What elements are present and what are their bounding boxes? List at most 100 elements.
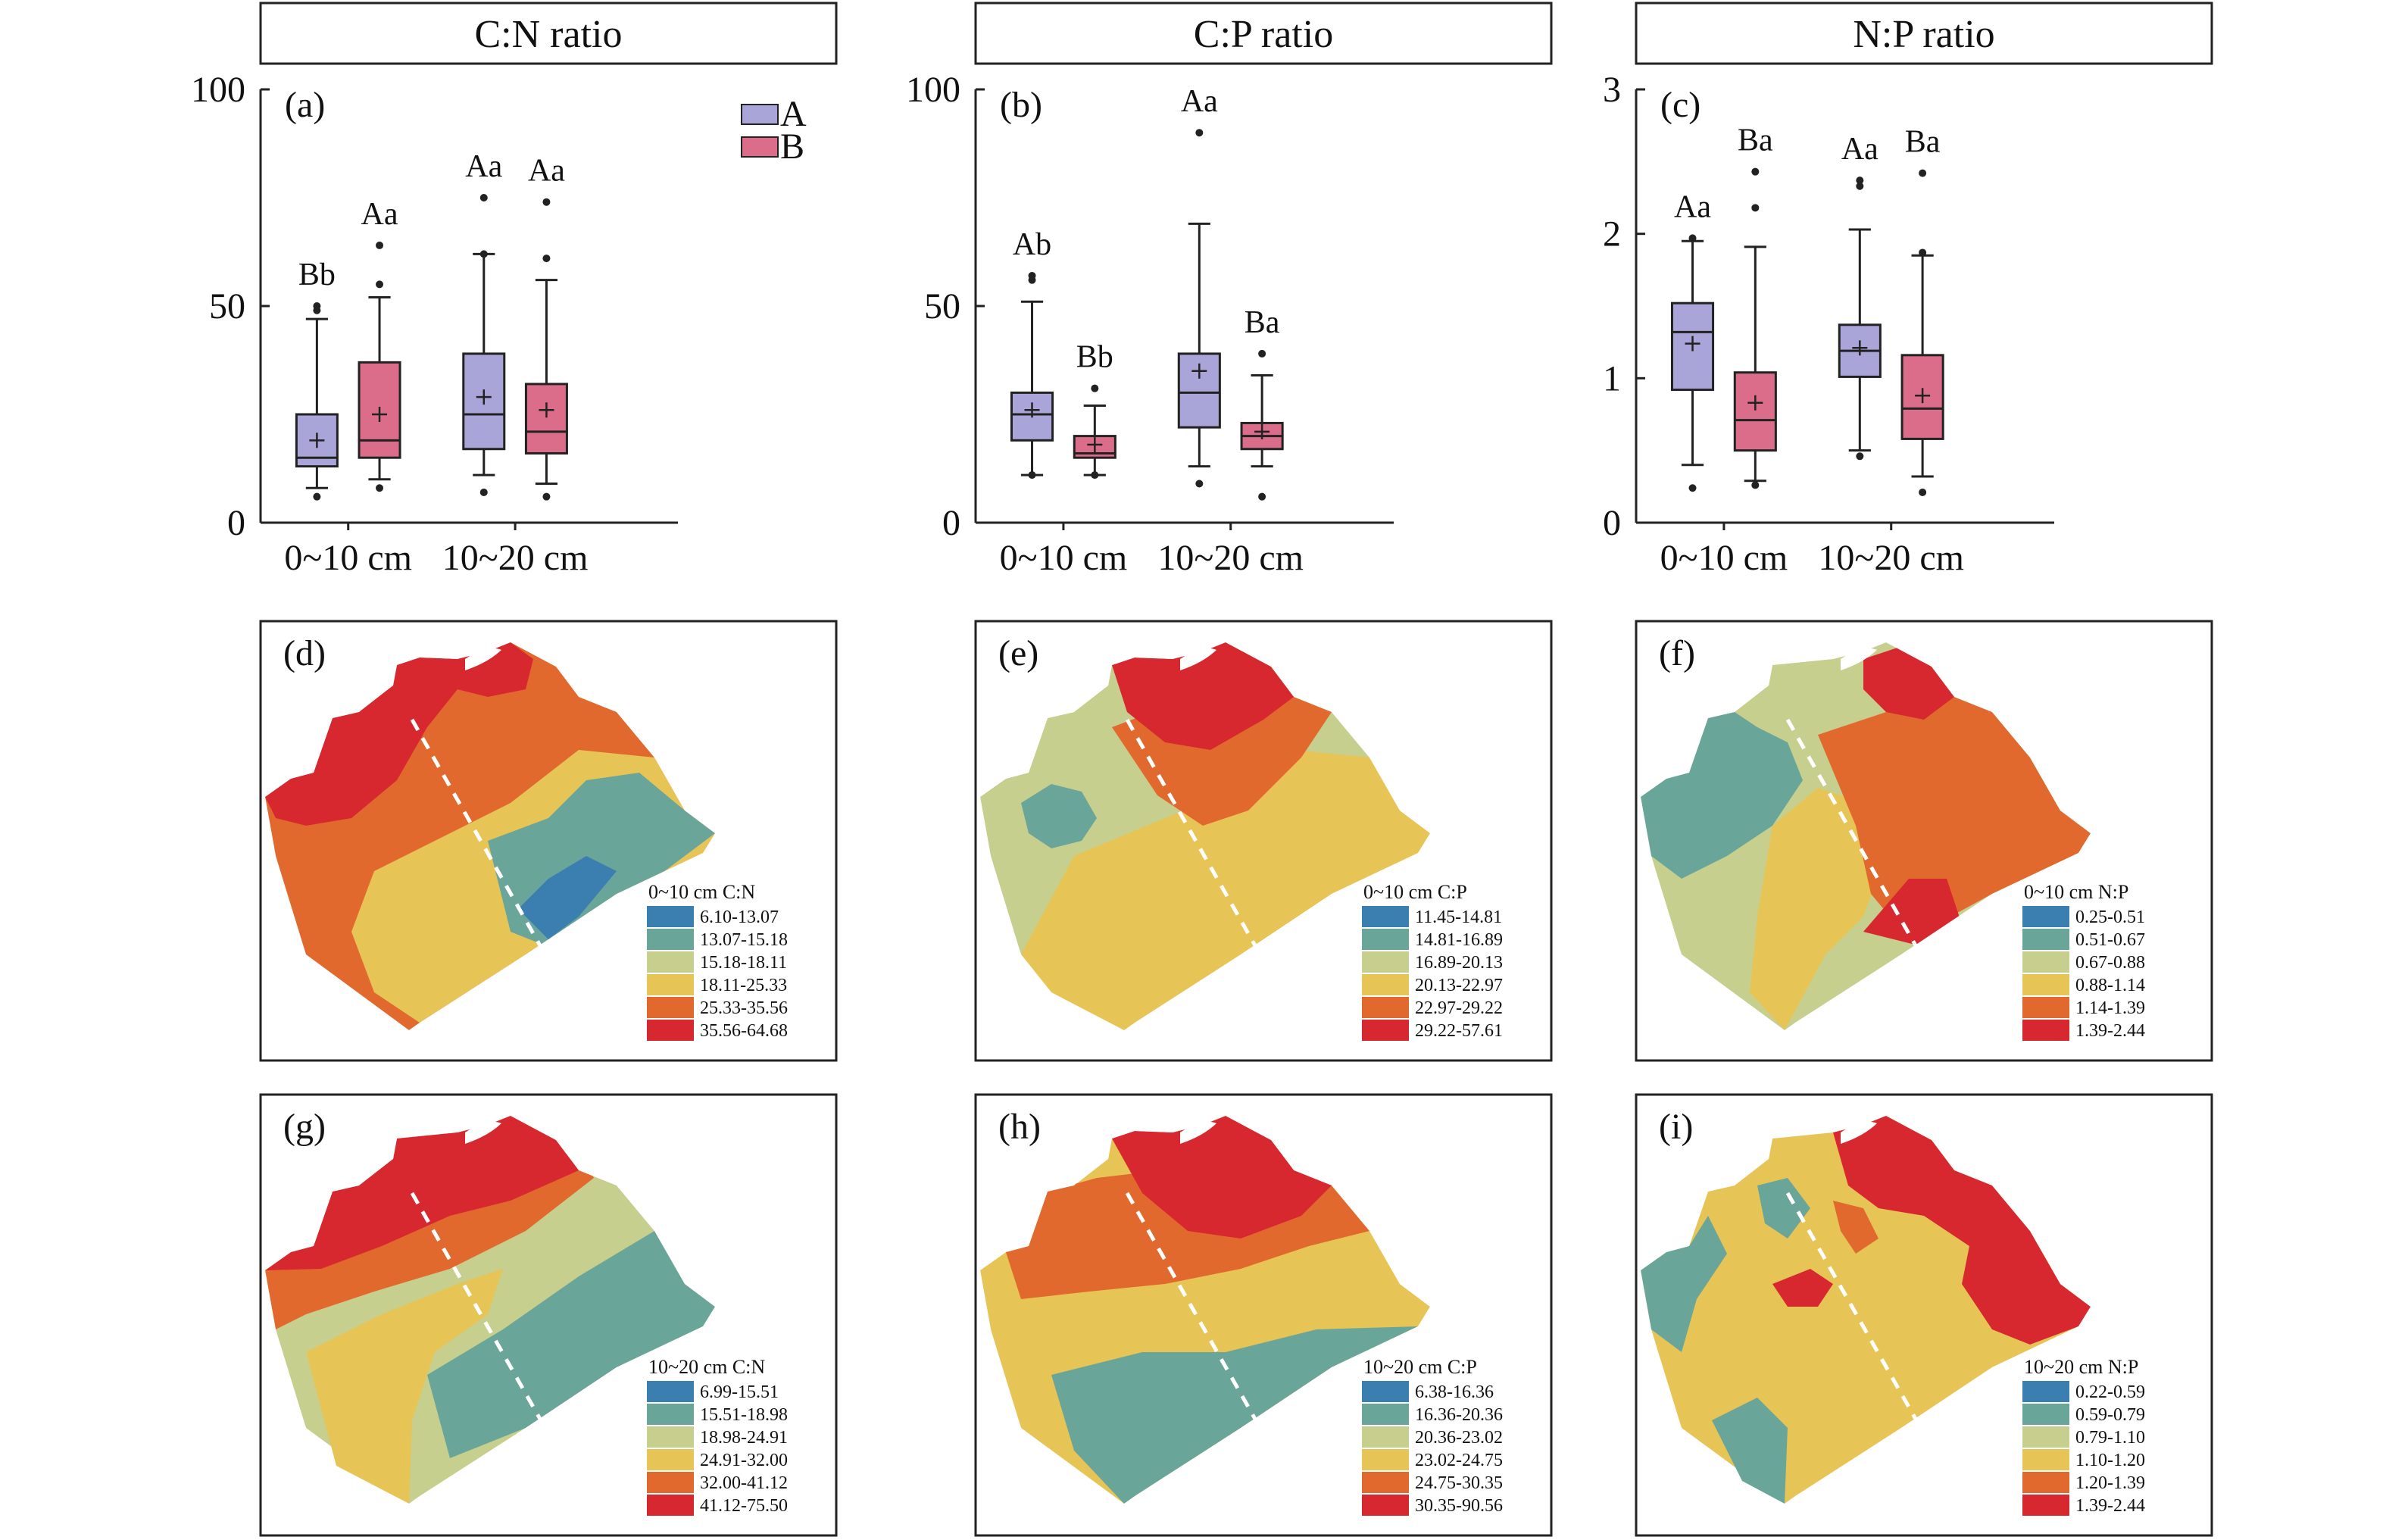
class-zone-1 (1051, 1326, 1418, 1504)
title-np-ratio: N:P ratio (1853, 13, 1994, 56)
map-legend-swatch (2022, 929, 2069, 950)
significance-label: Bb (1076, 340, 1113, 375)
map-legend-swatch (1362, 1449, 1409, 1470)
significance-label: Ba (1245, 305, 1280, 340)
y-tick-label: 0 (942, 503, 960, 543)
outlier-point (1919, 169, 1927, 177)
class-zone-5 (1112, 642, 1294, 750)
map-legend-title: 0~10 cm C:N (648, 881, 755, 903)
treatment-divider-line (410, 1192, 543, 1422)
map-legend-title: 10~20 cm C:N (648, 1356, 765, 1378)
map-legend-swatch (647, 1449, 694, 1470)
title-cn-ratio: C:N ratio (475, 13, 623, 56)
column-title-cn: C:N ratio (259, 2, 838, 65)
map-legend-swatch (2022, 1020, 2069, 1041)
class-zones (1641, 642, 2091, 1030)
panel-label: (d) (283, 633, 326, 673)
class-zones (265, 1116, 715, 1504)
class-zone-1 (1641, 712, 1803, 879)
map-legend-label: 23.02-24.75 (1415, 1451, 1503, 1470)
outlier-point (1091, 384, 1099, 392)
map-legend-label: 22.97-29.22 (1415, 998, 1503, 1018)
map-legend-swatch (647, 997, 694, 1018)
treatment-divider-line (1125, 718, 1258, 948)
map-legend-swatch (1362, 1426, 1409, 1448)
x-tick-label: 0~10 cm (1000, 538, 1128, 578)
map-legend-swatch (2022, 1381, 2069, 1402)
outlier-point (313, 302, 321, 310)
map-legend-swatch (1362, 906, 1409, 927)
water-notch (465, 1121, 501, 1144)
map-legend-swatch (1362, 1495, 1409, 1516)
outlier-point (542, 255, 551, 263)
map-legend-label: 1.14-1.39 (2075, 998, 2145, 1018)
map-legend-swatch (647, 1495, 694, 1516)
map-legend-label: 0.79-1.10 (2075, 1428, 2145, 1448)
water-notch (465, 648, 501, 670)
outlier-point (1195, 479, 1204, 488)
outlier-point (376, 241, 384, 249)
outlier-point (1856, 452, 1864, 461)
column-title-np: N:P ratio (1635, 2, 2213, 65)
legend-swatch-b (741, 136, 779, 158)
map-legend-swatch (647, 1472, 694, 1493)
class-zone-3 (1750, 788, 1886, 1030)
map-legend-label: 0.67-0.88 (2075, 953, 2145, 973)
significance-label: Ba (1905, 125, 1941, 160)
significance-label: Aa (1841, 132, 1879, 167)
outlier-point (1028, 471, 1036, 479)
outlier-point (479, 488, 488, 496)
map-legend-label: 1.39-2.44 (2075, 1021, 2145, 1041)
outlier-point (1688, 484, 1697, 492)
map-legend-swatch (647, 1426, 694, 1448)
water-notch (1841, 1121, 1877, 1144)
class-zone-4 (1833, 1201, 1879, 1254)
map-legend-title: 10~20 cm C:P (1363, 1356, 1477, 1378)
water-notch (1180, 648, 1216, 670)
class-zone-5 (1833, 1116, 2091, 1345)
map-d: (d) 0~10 cm C:N 6.10-13.07 13.07-15.18 15.18… (259, 620, 838, 1062)
outlier-point (1751, 167, 1760, 176)
map-legend-label: 0.22-0.59 (2075, 1382, 2145, 1402)
map-i: (i) 10~20 cm N:P 0.22-0.59 0.59-0.79 0.79-1.… (1635, 1093, 2213, 1537)
map-legend-label: 6.10-13.07 (700, 907, 779, 927)
map-legend-label: 0.25-0.51 (2075, 907, 2145, 927)
class-zone-5 (1863, 644, 1954, 720)
panel-label: (b) (1000, 85, 1042, 125)
map-legend-swatch (647, 951, 694, 973)
outlier-point (542, 492, 551, 501)
y-tick-label: 0 (227, 503, 245, 543)
outlier-point (1258, 492, 1266, 501)
map-legend-label: 24.75-30.35 (1415, 1473, 1503, 1493)
boxplot-np: 0 1 2 3 (c) 0~10 cm 10~20 cm Aa Aa Ba Ba (1603, 70, 2054, 578)
legend-swatch-a (741, 104, 779, 125)
map-legend-swatch (1362, 1472, 1409, 1493)
panel-label: (c) (1660, 85, 1700, 125)
significance-label: Aa (1181, 84, 1218, 119)
outlier-point (313, 492, 321, 501)
y-tick-label: 100 (191, 70, 245, 110)
x-tick-label: 0~10 cm (284, 538, 412, 578)
box-iqr (1733, 371, 1777, 452)
map-legend-swatch (1362, 1381, 1409, 1402)
map-legend-label: 11.45-14.81 (1415, 907, 1502, 927)
map-legend-label: 29.22-57.61 (1415, 1021, 1503, 1041)
map-legend-title: 10~20 cm N:P (2024, 1356, 2138, 1378)
outlier-point (1688, 234, 1697, 242)
x-tick-label: 10~20 cm (1818, 538, 1964, 578)
significance-label: Aa (528, 154, 565, 189)
map-legend-label: 20.36-23.02 (1415, 1428, 1503, 1448)
map-legend-swatch (647, 1404, 694, 1425)
class-zone-5 (265, 642, 511, 826)
class-zones (980, 1116, 1430, 1504)
class-zone-5 (1772, 1269, 1833, 1307)
y-tick-label: 50 (924, 286, 960, 326)
y-tick-label: 50 (209, 286, 245, 326)
map-legend-title: 0~10 cm N:P (2024, 881, 2128, 903)
class-zone-5 (265, 1116, 579, 1270)
outlier-point (479, 194, 488, 201)
map-g: (g) 10~20 cm C:N 6.99-15.51 15.51-18.98 18.9… (259, 1093, 838, 1537)
map-area (980, 642, 1430, 1030)
map-legend-swatch (2022, 1426, 2069, 1448)
outlier-point (1091, 471, 1099, 479)
